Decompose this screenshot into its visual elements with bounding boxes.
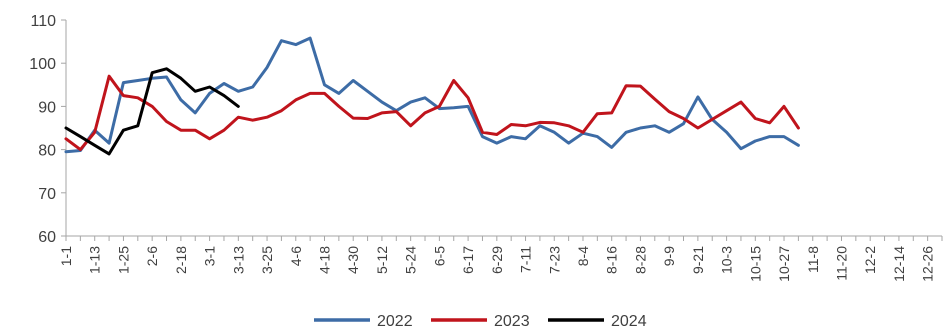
- x-tick-label: 3-1: [202, 246, 218, 266]
- x-tick-label: 2-18: [173, 246, 189, 274]
- x-tick-label: 12-14: [891, 246, 907, 282]
- x-tick-label: 5-12: [374, 246, 390, 274]
- x-tick-label: 8-4: [575, 246, 591, 266]
- x-tick-label: 10-15: [747, 246, 763, 282]
- y-tick-label: 70: [38, 186, 56, 203]
- x-tick-label: 6-5: [431, 246, 447, 266]
- y-tick-label: 80: [38, 143, 56, 160]
- legend-label-2022: 2022: [377, 313, 413, 328]
- x-tick-label: 4-6: [288, 246, 304, 266]
- legend-label-2023: 2023: [494, 313, 530, 328]
- x-tick-label: 11-20: [833, 246, 849, 281]
- x-tick-label: 8-28: [632, 246, 648, 274]
- x-tick-label: 1-1: [58, 246, 74, 266]
- y-axis: 60 70 80 90 100 110: [29, 13, 67, 246]
- legend: 2022 2023 2024: [314, 313, 647, 328]
- x-tick-label: 2-6: [144, 246, 160, 266]
- x-tick-label: 1-25: [115, 246, 131, 274]
- x-tick-label: 10-27: [776, 246, 792, 282]
- y-tick-label: 60: [38, 229, 56, 246]
- y-tick-label: 100: [29, 56, 56, 73]
- x-tick-label: 6-29: [489, 246, 505, 274]
- x-axis: 1-1 1-13 1-25 2-6 2-18 3-1 3-13 3-25 4-6 4-18 4-30…: [58, 235, 943, 282]
- x-tick-label: 6-17: [460, 246, 476, 274]
- x-tick-label: 11-8: [805, 246, 821, 273]
- x-tick-label: 5-24: [403, 246, 419, 274]
- legend-label-2024: 2024: [611, 313, 647, 328]
- x-tick-label: 9-21: [690, 246, 706, 274]
- series-line-2024: [64, 67, 240, 156]
- x-tick-label: 10-3: [719, 246, 735, 274]
- x-tick-label: 1-13: [87, 246, 103, 274]
- y-tick-label: 110: [30, 13, 56, 30]
- series-line-2022: [64, 36, 800, 154]
- series-line-2023: [64, 74, 800, 152]
- x-tick-label: 7-23: [546, 246, 562, 274]
- x-tick-label: 12-2: [862, 246, 878, 274]
- x-tick-label: 4-18: [316, 246, 332, 274]
- x-tick-label: 12-26: [920, 246, 936, 282]
- x-tick-label: 8-16: [604, 246, 620, 274]
- x-tick-label: 3-25: [259, 246, 275, 274]
- x-tick-label: 7-11: [518, 246, 534, 273]
- plot-lines: [64, 36, 800, 156]
- x-tick-label: 9-9: [661, 246, 677, 266]
- x-tick-label: 4-30: [345, 246, 361, 274]
- x-tick-label: 3-13: [230, 246, 246, 274]
- y-tick-label: 90: [38, 99, 56, 116]
